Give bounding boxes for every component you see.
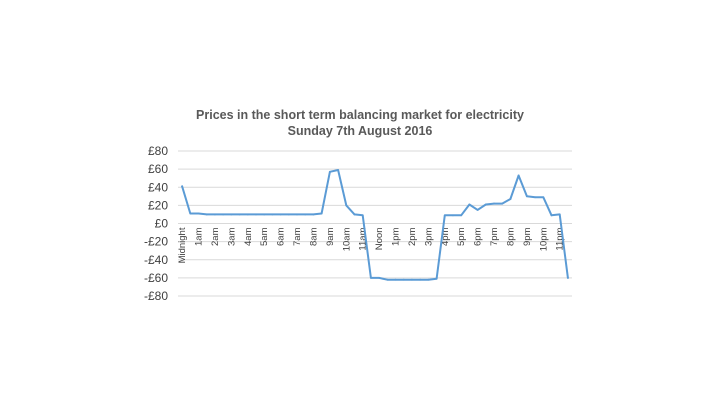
data-point: [386, 278, 389, 281]
data-point: [435, 277, 438, 280]
y-tick-label: -£60: [144, 271, 168, 285]
data-point: [484, 203, 487, 206]
data-point: [427, 278, 430, 281]
data-point: [402, 278, 405, 281]
data-point: [452, 214, 454, 217]
y-tick-label: -£20: [144, 235, 168, 249]
x-tick-label: 1am: [194, 227, 205, 246]
x-tick-label: 9pm: [522, 227, 533, 246]
data-point: [222, 213, 225, 216]
data-point: [255, 213, 257, 216]
data-point: [419, 278, 422, 281]
data-point: [312, 213, 315, 216]
x-tick-label: 5am: [259, 227, 270, 246]
data-point: [369, 276, 372, 279]
y-tick-label: £40: [148, 180, 168, 194]
x-tick-label: 6am: [276, 227, 287, 246]
data-point: [550, 214, 553, 217]
data-point: [230, 213, 233, 216]
data-point: [525, 195, 528, 198]
data-point: [345, 204, 348, 207]
data-point: [304, 213, 307, 216]
x-tick-label: Midnight: [177, 227, 188, 263]
series-line: [181, 169, 569, 281]
data-point: [353, 213, 356, 216]
x-tick-label: 6pm: [473, 227, 484, 246]
x-tick-label: 3am: [226, 227, 237, 246]
x-tick-label: 11am: [358, 227, 369, 250]
x-axis: Midnight 1am 2am 3am 4am 5am 6am 7am 8am 9am 10am 1…: [177, 227, 566, 263]
x-tick-label: 7pm: [489, 227, 500, 246]
gridlines: [178, 150, 572, 297]
data-point: [263, 213, 266, 216]
y-tick-label: £0: [155, 217, 169, 231]
series-layer: [181, 169, 569, 281]
chart-title: Prices in the short term balancing marke…: [196, 108, 524, 122]
data-point: [542, 196, 545, 199]
x-tick-label: 4pm: [440, 227, 451, 246]
x-tick-label: 2pm: [407, 227, 418, 246]
x-tick-label: Noon: [374, 228, 385, 251]
chart-subtitle: Sunday 7th August 2016: [288, 124, 433, 138]
data-point: [394, 278, 397, 281]
data-point: [361, 214, 364, 217]
x-tick-label: 11pm: [555, 227, 566, 250]
y-tick-label: £20: [148, 198, 168, 212]
data-point: [205, 213, 208, 216]
data-point: [566, 276, 569, 279]
x-tick-label: 10am: [341, 227, 352, 251]
data-point: [468, 203, 471, 206]
data-point: [328, 170, 331, 173]
x-tick-label: 10pm: [538, 227, 549, 251]
y-tick-label: -£40: [144, 253, 168, 267]
data-point: [517, 174, 520, 177]
data-point: [493, 202, 495, 205]
data-point: [238, 213, 241, 216]
x-tick-label: 8am: [308, 227, 319, 246]
data-point: [320, 212, 323, 215]
data-point: [534, 196, 536, 199]
data-point: [509, 198, 512, 200]
x-tick-label: 9am: [325, 227, 336, 246]
x-tick-label: 1pm: [391, 227, 402, 246]
x-tick-label: 5pm: [456, 227, 467, 246]
data-point: [378, 276, 381, 279]
y-tick-label: -£80: [144, 289, 168, 303]
data-point: [296, 213, 298, 216]
data-point: [558, 213, 561, 216]
x-tick-label: 2am: [210, 227, 221, 246]
data-point: [476, 209, 479, 211]
data-point: [246, 213, 249, 216]
data-point: [443, 214, 446, 217]
x-tick-label: 7am: [292, 227, 303, 246]
x-tick-label: 4am: [243, 227, 254, 246]
x-tick-label: 3pm: [423, 227, 434, 246]
data-point: [271, 213, 274, 216]
y-tick-label: £80: [148, 144, 168, 158]
y-axis: £80 £60 £40 £20 £0 -£20 -£40 -£60 -£80: [144, 144, 168, 303]
data-point: [337, 169, 339, 171]
x-tick-label: 8pm: [505, 227, 516, 246]
data-point: [197, 212, 200, 215]
data-point: [181, 185, 184, 188]
y-tick-label: £60: [148, 162, 168, 176]
data-point: [279, 213, 282, 216]
data-point: [189, 212, 192, 215]
data-point: [214, 213, 216, 216]
data-point: [460, 214, 463, 217]
data-point: [287, 213, 290, 216]
data-point: [501, 202, 504, 205]
data-point: [411, 278, 413, 281]
